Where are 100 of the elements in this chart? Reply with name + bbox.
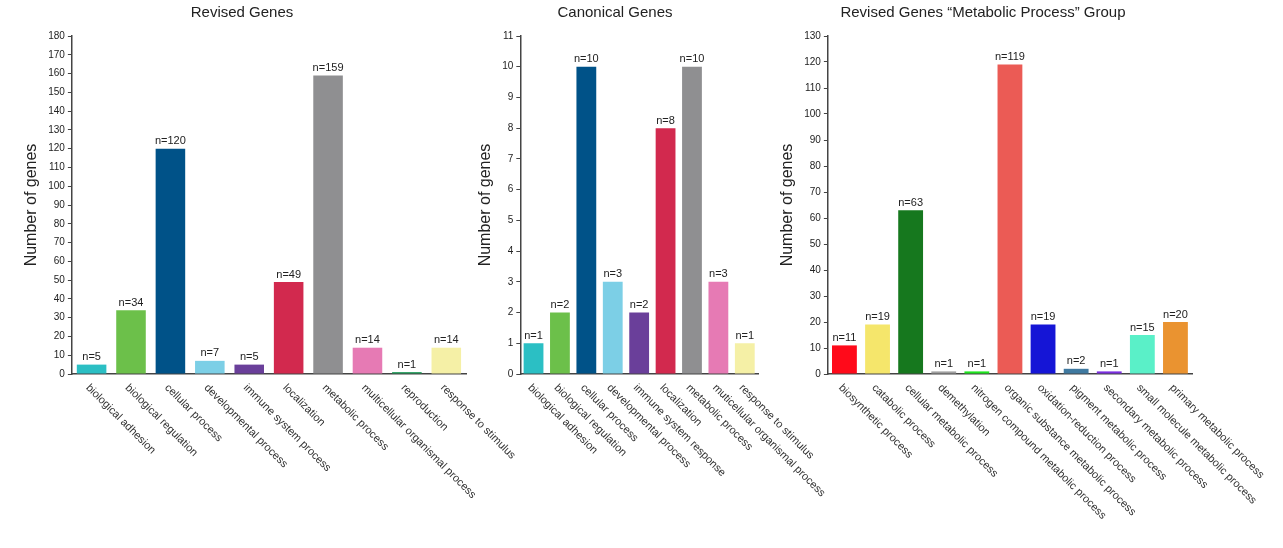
data-label: n=2	[550, 298, 570, 311]
data-label: n=1	[934, 356, 954, 369]
y-tick-label: 10	[53, 348, 66, 360]
bar	[352, 347, 383, 374]
bar	[964, 371, 990, 374]
y-tick-label: 70	[809, 185, 822, 197]
bar	[602, 281, 623, 374]
bar	[523, 343, 544, 374]
data-label: n=19	[865, 310, 890, 323]
y-tick-label: 120	[48, 142, 66, 154]
y-tick-label: 100	[48, 179, 66, 191]
data-label: n=14	[433, 333, 459, 346]
bar	[116, 310, 146, 374]
y-tick-label: 160	[48, 67, 66, 79]
data-label: n=120	[154, 134, 186, 147]
y-tick-label: 0	[815, 367, 822, 379]
data-label: n=3	[603, 267, 623, 280]
data-label: n=2	[629, 298, 649, 311]
data-label: n=1	[397, 357, 417, 370]
y-tick-label: 170	[48, 48, 66, 60]
y-tick-label: 3	[507, 275, 514, 287]
data-label: n=3	[709, 267, 728, 280]
data-label: n=14	[355, 333, 380, 346]
y-axis-title: Number of genes	[22, 143, 40, 267]
y-tick-label: 110	[804, 81, 822, 93]
data-label: n=1	[1099, 356, 1119, 369]
data-label: n=20	[1163, 307, 1188, 320]
y-tick-label: 150	[48, 86, 66, 98]
y-tick-label: 30	[53, 311, 66, 323]
y-tick-label: 11	[502, 29, 514, 41]
bar	[708, 281, 729, 374]
data-label: n=63	[898, 195, 924, 208]
bar	[576, 66, 597, 374]
y-tick-label: 5	[507, 214, 514, 226]
data-label: n=7	[200, 346, 220, 359]
y-tick-label: 70	[53, 236, 66, 248]
y-tick-label: 20	[809, 315, 822, 327]
data-label: n=5	[82, 350, 101, 363]
data-label: n=19	[1030, 310, 1056, 323]
bar	[431, 347, 462, 374]
data-label: n=1	[967, 356, 987, 369]
y-tick-label: 0	[507, 367, 514, 379]
bar	[313, 75, 343, 374]
y-tick-label: 80	[809, 159, 822, 171]
bar	[550, 312, 570, 374]
y-tick-label: 100	[804, 107, 822, 119]
y-tick-label: 0	[59, 367, 66, 379]
bar	[195, 360, 225, 374]
y-tick-label: 4	[507, 244, 514, 256]
y-tick-label: 80	[53, 217, 66, 229]
chart-title: Revised Genes	[190, 3, 294, 21]
y-tick-label: 2	[507, 306, 514, 318]
y-tick-label: 90	[809, 133, 822, 145]
y-tick-label: 40	[53, 292, 66, 304]
data-label: n=159	[312, 60, 344, 73]
y-tick-label: 90	[53, 198, 66, 210]
data-label: n=11	[832, 330, 857, 343]
data-label: n=5	[239, 350, 259, 363]
bar	[865, 324, 890, 374]
y-tick-label: 130	[804, 29, 822, 41]
y-tick-label: 10	[502, 60, 514, 72]
chart-title: Canonical Genes	[557, 3, 673, 21]
data-label: n=119	[994, 50, 1025, 63]
data-label: n=34	[118, 295, 144, 308]
y-tick-label: 7	[507, 152, 514, 164]
data-label: n=1	[524, 328, 543, 341]
bar	[734, 343, 755, 374]
y-tick-label: 10	[809, 341, 822, 353]
bar	[273, 281, 304, 374]
chart-title: Revised Genes “Metabolic Process” Group	[840, 3, 1126, 21]
data-label: n=8	[656, 113, 675, 126]
bar	[898, 210, 924, 374]
y-axis-title: Number of genes	[476, 143, 494, 267]
bar	[1129, 335, 1155, 374]
data-label: n=49	[276, 267, 302, 280]
y-tick-label: 1	[507, 337, 514, 349]
data-label: n=2	[1066, 354, 1086, 367]
y-tick-label: 140	[48, 104, 66, 116]
y-tick-label: 9	[507, 91, 514, 103]
y-tick-label: 20	[53, 330, 66, 342]
bar	[76, 364, 107, 374]
bar	[1063, 368, 1089, 374]
y-axis-title: Number of genes	[778, 143, 796, 267]
y-tick-label: 6	[507, 183, 514, 195]
data-label: n=10	[679, 52, 705, 65]
y-tick-label: 8	[507, 121, 514, 133]
y-tick-label: 110	[48, 161, 66, 173]
bar	[655, 128, 676, 374]
bar	[997, 64, 1023, 374]
bar	[1030, 324, 1056, 374]
y-tick-label: 130	[48, 123, 66, 135]
bar	[832, 345, 857, 374]
data-label: n=10	[573, 52, 599, 65]
bar	[1163, 322, 1188, 374]
bar	[682, 66, 702, 374]
y-tick-label: 60	[53, 255, 66, 267]
y-tick-label: 50	[53, 273, 66, 285]
y-tick-label: 30	[809, 289, 822, 301]
bar	[234, 364, 265, 374]
y-tick-label: 60	[809, 211, 822, 223]
